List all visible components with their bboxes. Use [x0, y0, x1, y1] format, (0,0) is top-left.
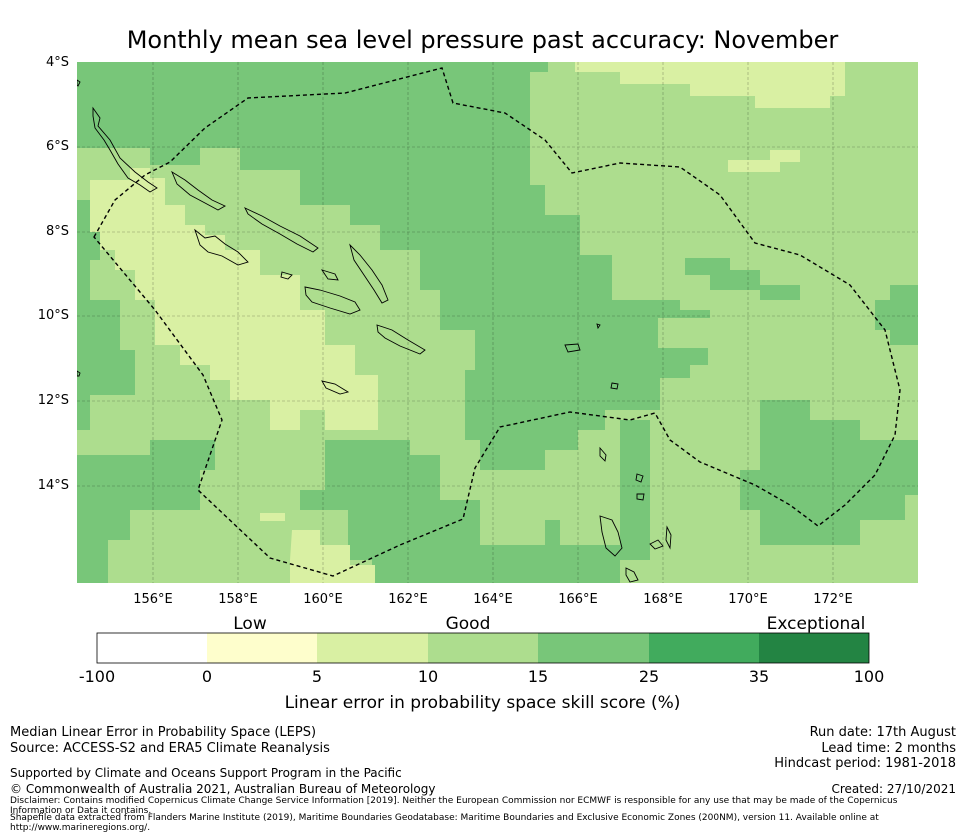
skill-region-15-25-southwest: [77, 440, 215, 583]
skill-region-15-25-west: [77, 200, 135, 430]
footer-run-date: Run date: 17th August: [809, 725, 956, 740]
eez-boundary: [93, 67, 901, 577]
island-santa-isabel: [244, 207, 319, 253]
footer-source: Source: ACCESS-S2 and ERA5 Climate Reana…: [10, 741, 330, 756]
lon-label: 164°E: [473, 592, 513, 607]
colorbar-segment-5-10: [317, 633, 428, 663]
colorbar-segment-10-15: [428, 633, 538, 663]
island-malaita: [349, 243, 389, 304]
lon-label: 170°E: [728, 592, 768, 607]
category-label-good: Good: [445, 614, 491, 634]
island-small-8: [77, 370, 81, 377]
colorbar-segment-neg100-0: [97, 633, 207, 663]
island-makira: [376, 324, 426, 355]
colorbar-segment-15-25: [538, 633, 649, 663]
skill-region-5-10-small: [260, 513, 285, 521]
skill-region-15-25-east2: [685, 258, 800, 300]
footer-lead-time: Lead time: 2 months: [821, 741, 956, 756]
coastlines: [77, 79, 672, 583]
colorbar-tick: 35: [748, 667, 770, 686]
lon-label: 160°E: [303, 592, 343, 607]
lat-label: 12°S: [37, 393, 69, 408]
island-efate-area: [649, 539, 664, 550]
island-espiritu-santo: [599, 515, 623, 557]
lon-label: 168°E: [643, 592, 683, 607]
category-label-low: Low: [233, 614, 267, 634]
island-new-georgia: [194, 228, 249, 266]
lat-label: 10°S: [37, 308, 69, 323]
chart-title: Monthly mean sea level pressure past acc…: [126, 26, 839, 54]
colorbar-tick: -100: [78, 667, 116, 686]
island-small-5: [636, 493, 645, 501]
colorbar-tick: 15: [527, 667, 549, 686]
footer-method: Median Linear Error in Probability Space…: [10, 725, 317, 740]
colorbar-segment-0-5: [207, 633, 317, 663]
lon-label: 156°E: [133, 592, 173, 607]
footer-supported-by: Supported by Climate and Oceans Support …: [10, 766, 402, 780]
island-small-6: [596, 323, 601, 330]
island-rennell: [321, 380, 350, 395]
colorbar-title: Linear error in probability space skill …: [284, 693, 681, 713]
category-label-exceptional: Exceptional: [766, 614, 866, 634]
skill-region-15-25-east: [875, 285, 918, 345]
lon-label: 158°E: [218, 592, 258, 607]
lat-label: 6°S: [45, 139, 69, 154]
footer-disclaimer: Disclaimer: Contains modified Copernicus…: [10, 796, 898, 816]
colorbar-frame: [96, 632, 870, 664]
skill-region-15-25-southeast: [740, 400, 918, 545]
skill-region-15-25-central: [77, 62, 710, 470]
colorbar-tick: 5: [311, 667, 323, 686]
colorbar-tick: 100: [853, 667, 885, 686]
island-guadalcanal: [304, 286, 361, 315]
island-choiseul: [171, 170, 226, 211]
lat-label: 14°S: [37, 478, 69, 493]
island-russell: [280, 271, 293, 280]
footer-hindcast: Hindcast period: 1981-2018: [774, 756, 956, 771]
island-small-7: [77, 79, 81, 87]
island-small-2: [610, 382, 619, 390]
skill-region-15-25-south: [300, 440, 620, 583]
footer-copyright: © Commonwealth of Australia 2021, Austra…: [10, 782, 436, 796]
island-small-4: [635, 473, 644, 483]
lat-label: 4°S: [45, 55, 69, 70]
colorbar-tick: 10: [417, 667, 439, 686]
skill-region-5-10-west: [90, 168, 378, 430]
footer-created: Created: 27/10/2021: [831, 782, 956, 796]
island-small-1: [564, 343, 581, 353]
lon-label: 172°E: [813, 592, 853, 607]
lon-label: 162°E: [388, 592, 428, 607]
skill-region-5-10-northeast: [575, 62, 845, 108]
colorbar-segment-25-35: [649, 633, 759, 663]
skill-map: [77, 62, 918, 664]
lat-label: 8°S: [45, 224, 69, 239]
island-pentecost: [665, 525, 672, 550]
footer-shapefile-credit: Shapefile data extracted from Flanders M…: [10, 813, 879, 833]
island-bougainville: [92, 106, 158, 193]
colorbar-tick: 0: [201, 667, 213, 686]
island-malekula: [625, 567, 639, 583]
graticule: [77, 62, 918, 583]
colorbar-tick: 25: [638, 667, 660, 686]
lon-label: 166°E: [558, 592, 598, 607]
skill-region-15-25-se-center: [620, 420, 650, 560]
island-florida: [320, 269, 339, 281]
colorbar: [96, 632, 870, 664]
island-small-3: [599, 446, 607, 462]
skill-region-5-10-east-small: [728, 150, 800, 172]
colorbar-segment-35-100: [759, 633, 869, 663]
